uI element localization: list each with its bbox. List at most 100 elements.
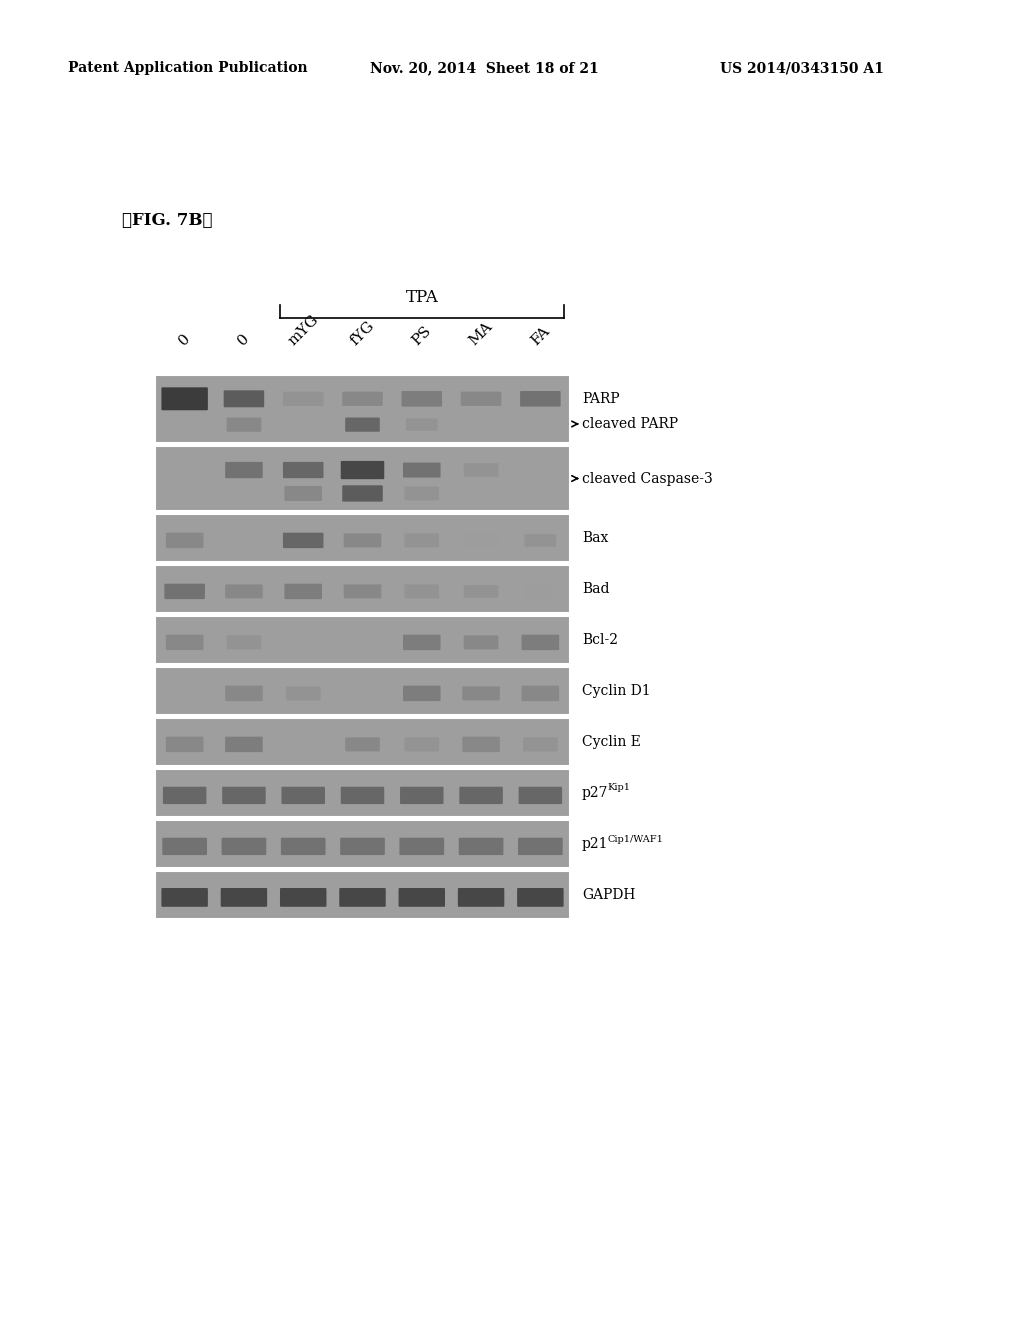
Text: Kip1: Kip1 [607,784,630,792]
FancyBboxPatch shape [285,583,322,599]
FancyBboxPatch shape [403,685,440,701]
Text: Cyclin E: Cyclin E [582,735,641,748]
FancyBboxPatch shape [524,535,556,546]
FancyBboxPatch shape [520,391,560,407]
FancyBboxPatch shape [283,533,324,548]
FancyBboxPatch shape [345,417,380,432]
FancyBboxPatch shape [285,486,322,502]
Text: PARP: PARP [582,392,620,405]
Text: Bad: Bad [582,582,609,597]
Bar [155,770,570,817]
FancyBboxPatch shape [339,888,386,907]
Text: GAPDH: GAPDH [582,888,635,902]
FancyBboxPatch shape [344,533,381,548]
FancyBboxPatch shape [464,463,499,477]
FancyBboxPatch shape [404,533,439,548]
FancyBboxPatch shape [517,888,563,907]
Bar [155,446,570,511]
FancyBboxPatch shape [226,417,261,432]
FancyBboxPatch shape [404,487,439,500]
Bar [155,616,570,664]
Text: Patent Application Publication: Patent Application Publication [68,61,307,75]
FancyBboxPatch shape [345,738,380,751]
FancyBboxPatch shape [460,787,503,804]
FancyBboxPatch shape [518,838,563,855]
FancyBboxPatch shape [342,392,383,407]
FancyBboxPatch shape [458,888,504,907]
FancyBboxPatch shape [406,418,437,430]
FancyBboxPatch shape [223,391,264,408]
Text: Bcl-2: Bcl-2 [582,634,618,647]
FancyBboxPatch shape [281,838,326,855]
FancyBboxPatch shape [162,387,208,411]
FancyBboxPatch shape [401,391,442,407]
FancyBboxPatch shape [523,585,558,598]
FancyBboxPatch shape [166,737,204,752]
FancyBboxPatch shape [286,686,321,701]
FancyBboxPatch shape [398,888,445,907]
FancyBboxPatch shape [464,635,499,649]
Text: PS: PS [410,323,434,348]
FancyBboxPatch shape [404,585,439,598]
Bar [155,375,570,444]
FancyBboxPatch shape [221,888,267,907]
Text: TPA: TPA [406,289,438,306]
FancyBboxPatch shape [341,787,384,804]
FancyBboxPatch shape [464,533,499,548]
FancyBboxPatch shape [404,738,439,751]
Bar [155,513,570,562]
FancyBboxPatch shape [518,787,562,804]
FancyBboxPatch shape [462,737,500,752]
Text: Cip1/WAF1: Cip1/WAF1 [607,834,663,843]
FancyBboxPatch shape [523,738,558,751]
FancyBboxPatch shape [221,838,266,855]
FancyBboxPatch shape [521,685,559,701]
FancyBboxPatch shape [340,838,385,855]
Text: 【FIG. 7B】: 【FIG. 7B】 [122,211,213,228]
FancyBboxPatch shape [464,585,499,598]
FancyBboxPatch shape [225,462,263,478]
Text: mYG: mYG [286,313,322,348]
FancyBboxPatch shape [403,635,440,651]
Text: 0: 0 [236,331,252,348]
Text: cleaved Caspase-3: cleaved Caspase-3 [582,471,713,486]
FancyBboxPatch shape [459,838,504,855]
FancyBboxPatch shape [400,787,443,804]
Text: p27: p27 [582,785,608,800]
FancyBboxPatch shape [399,838,444,855]
FancyBboxPatch shape [282,787,325,804]
FancyBboxPatch shape [280,888,327,907]
Bar [155,871,570,919]
FancyBboxPatch shape [403,462,440,478]
Text: US 2014/0343150 A1: US 2014/0343150 A1 [720,61,884,75]
Text: MA: MA [467,319,496,348]
FancyBboxPatch shape [225,737,263,752]
FancyBboxPatch shape [226,635,261,649]
FancyBboxPatch shape [225,685,263,701]
Bar [155,820,570,869]
FancyBboxPatch shape [342,486,383,502]
FancyBboxPatch shape [344,585,381,598]
FancyBboxPatch shape [163,787,207,804]
Text: Nov. 20, 2014  Sheet 18 of 21: Nov. 20, 2014 Sheet 18 of 21 [370,61,599,75]
FancyBboxPatch shape [521,635,559,651]
FancyBboxPatch shape [225,585,263,598]
Text: fYG: fYG [348,318,377,348]
FancyBboxPatch shape [222,787,265,804]
Text: 0: 0 [176,331,194,348]
FancyBboxPatch shape [283,392,324,407]
FancyBboxPatch shape [166,635,204,651]
FancyBboxPatch shape [341,461,384,479]
Text: FA: FA [528,323,552,348]
Text: Bax: Bax [582,531,608,545]
Bar [155,565,570,612]
Text: cleaved PARP: cleaved PARP [582,417,678,430]
Text: p21: p21 [582,837,608,851]
FancyBboxPatch shape [462,686,500,701]
FancyBboxPatch shape [461,392,502,407]
FancyBboxPatch shape [165,583,205,599]
FancyBboxPatch shape [162,838,207,855]
FancyBboxPatch shape [283,462,324,478]
Bar [155,718,570,766]
FancyBboxPatch shape [162,888,208,907]
